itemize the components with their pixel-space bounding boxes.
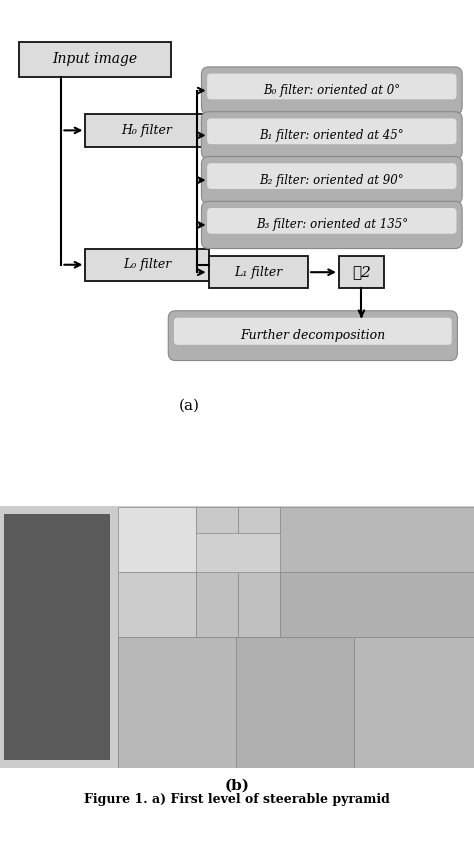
FancyBboxPatch shape xyxy=(209,256,308,288)
FancyBboxPatch shape xyxy=(339,256,384,288)
FancyBboxPatch shape xyxy=(19,42,171,77)
Bar xyxy=(238,572,280,637)
Text: (a): (a) xyxy=(179,398,200,413)
Text: B₀ filter: oriented at 0°: B₀ filter: oriented at 0° xyxy=(263,84,401,97)
FancyBboxPatch shape xyxy=(201,67,462,114)
Bar xyxy=(196,507,238,533)
FancyBboxPatch shape xyxy=(168,311,457,360)
Bar xyxy=(4,514,110,760)
FancyBboxPatch shape xyxy=(201,156,462,203)
Bar xyxy=(118,506,474,768)
Bar xyxy=(0,506,118,768)
FancyBboxPatch shape xyxy=(207,74,456,100)
Bar xyxy=(196,572,238,637)
FancyBboxPatch shape xyxy=(174,317,452,345)
FancyBboxPatch shape xyxy=(207,163,456,189)
FancyBboxPatch shape xyxy=(201,202,462,249)
Text: H₀ filter: H₀ filter xyxy=(121,124,173,137)
Text: (b): (b) xyxy=(225,779,249,793)
FancyBboxPatch shape xyxy=(85,249,209,281)
Bar xyxy=(238,507,280,533)
Text: B₁ filter: oriented at 45°: B₁ filter: oriented at 45° xyxy=(259,129,404,142)
Bar xyxy=(118,572,196,637)
Bar xyxy=(280,507,474,572)
Text: B₃ filter: oriented at 135°: B₃ filter: oriented at 135° xyxy=(256,219,408,232)
FancyBboxPatch shape xyxy=(201,112,462,159)
Bar xyxy=(118,637,236,768)
Bar xyxy=(118,507,196,572)
Text: L₀ filter: L₀ filter xyxy=(123,258,171,271)
Text: Further decomposition: Further decomposition xyxy=(240,329,385,342)
Text: Input image: Input image xyxy=(52,52,137,66)
Bar xyxy=(118,506,474,637)
FancyBboxPatch shape xyxy=(207,118,456,144)
Bar xyxy=(236,637,354,768)
Text: B₂ filter: oriented at 90°: B₂ filter: oriented at 90° xyxy=(259,173,404,187)
Bar xyxy=(280,572,474,637)
Bar xyxy=(354,637,474,768)
Text: ℓ2: ℓ2 xyxy=(352,265,371,279)
FancyBboxPatch shape xyxy=(85,114,209,147)
Text: Figure 1. a) First level of steerable pyramid: Figure 1. a) First level of steerable py… xyxy=(84,793,390,806)
Text: L₁ filter: L₁ filter xyxy=(234,266,283,279)
FancyBboxPatch shape xyxy=(207,208,456,233)
